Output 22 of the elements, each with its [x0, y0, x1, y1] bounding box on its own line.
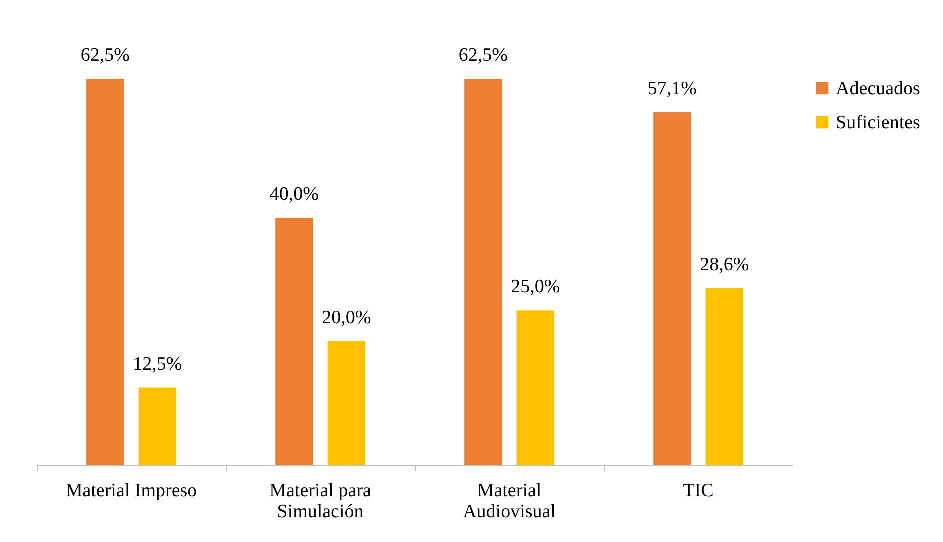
bar — [138, 388, 176, 465]
data-label: 57,1% — [648, 78, 698, 100]
x-tick-label: Material Audiovisual — [463, 480, 556, 522]
legend-label: Suficientes — [836, 112, 920, 134]
x-tick-label: Material para Simulación — [270, 480, 372, 522]
data-label: 62,5% — [458, 45, 508, 66]
bar — [328, 341, 366, 465]
bar — [516, 310, 554, 465]
bar — [654, 112, 692, 465]
data-label: 62,5% — [80, 45, 130, 66]
bar — [276, 218, 314, 465]
bar — [464, 79, 502, 465]
bar — [706, 288, 744, 465]
data-label: 25,0% — [511, 276, 560, 298]
legend-label: Adecuados — [836, 78, 920, 100]
x-tick-label: Material Impreso — [66, 480, 198, 502]
data-label: 20,0% — [322, 307, 372, 328]
data-label: 40,0% — [270, 184, 320, 205]
x-tick-label: TIC — [683, 480, 714, 502]
bar — [86, 79, 124, 465]
data-label: 12,5% — [133, 354, 182, 375]
data-label: 28,6% — [700, 254, 750, 276]
